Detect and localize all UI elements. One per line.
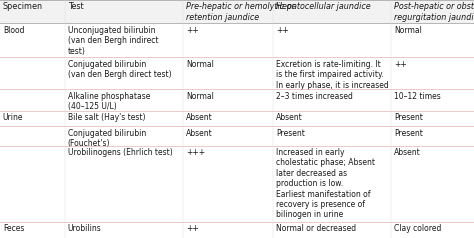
- Text: Present: Present: [276, 129, 305, 138]
- Text: Conjugated bilirubin
(Fouchet's): Conjugated bilirubin (Fouchet's): [68, 129, 146, 148]
- Bar: [0, 89, 474, 110]
- Text: Feces: Feces: [3, 224, 24, 233]
- Text: Normal: Normal: [394, 26, 422, 35]
- Text: Normal: Normal: [186, 60, 214, 69]
- Text: Hepatocellular jaundice: Hepatocellular jaundice: [276, 2, 371, 11]
- Text: Post-hepatic or obstructive or
regurgitation jaundice: Post-hepatic or obstructive or regurgita…: [394, 2, 474, 22]
- Bar: [0, 57, 474, 89]
- Text: Absent: Absent: [186, 129, 213, 138]
- Text: 2–3 times increased: 2–3 times increased: [276, 92, 353, 101]
- Bar: [0, 110, 474, 126]
- Bar: [0, 146, 474, 222]
- Text: ++: ++: [186, 224, 199, 233]
- Bar: [0, 222, 474, 238]
- Text: Normal or decreased: Normal or decreased: [276, 224, 356, 233]
- Text: Present: Present: [394, 129, 423, 138]
- Text: Absent: Absent: [186, 113, 213, 122]
- Text: 10–12 times: 10–12 times: [394, 92, 441, 101]
- Text: Alkaline phosphatase
(40–125 U/L): Alkaline phosphatase (40–125 U/L): [68, 92, 150, 111]
- Bar: [0, 23, 474, 57]
- Text: ++: ++: [186, 26, 199, 35]
- Text: Increased in early
cholestatic phase; Absent
later decreased as
production is lo: Increased in early cholestatic phase; Ab…: [276, 148, 375, 219]
- Text: Blood: Blood: [3, 26, 24, 35]
- Text: Clay colored: Clay colored: [394, 224, 441, 233]
- Text: Present: Present: [394, 113, 423, 122]
- Text: ++: ++: [394, 60, 407, 69]
- Text: Urobilinogens (Ehrlich test): Urobilinogens (Ehrlich test): [68, 148, 173, 157]
- Text: Unconjugated bilirubin
(van den Bergh indirect
test): Unconjugated bilirubin (van den Bergh in…: [68, 26, 158, 55]
- Text: Conjugated bilirubin
(van den Bergh direct test): Conjugated bilirubin (van den Bergh dire…: [68, 60, 172, 79]
- Text: Test: Test: [68, 2, 83, 11]
- Text: Bile salt (Hay's test): Bile salt (Hay's test): [68, 113, 146, 122]
- Text: Normal: Normal: [186, 92, 214, 101]
- Text: Pre-hepatic or hemolytic or
retention jaundice: Pre-hepatic or hemolytic or retention ja…: [186, 2, 295, 22]
- Text: Specimen: Specimen: [3, 2, 43, 11]
- Text: Excretion is rate-limiting. It
is the first impaired activity.
In early phase, i: Excretion is rate-limiting. It is the fi…: [276, 60, 389, 89]
- Text: ++: ++: [276, 26, 289, 35]
- Text: Absent: Absent: [394, 148, 420, 157]
- Bar: [0, 126, 474, 146]
- Text: Absent: Absent: [276, 113, 302, 122]
- Bar: [0, 0, 474, 23]
- Text: Urine: Urine: [3, 113, 23, 122]
- Text: Urobilins: Urobilins: [68, 224, 101, 233]
- Text: +++: +++: [186, 148, 205, 157]
